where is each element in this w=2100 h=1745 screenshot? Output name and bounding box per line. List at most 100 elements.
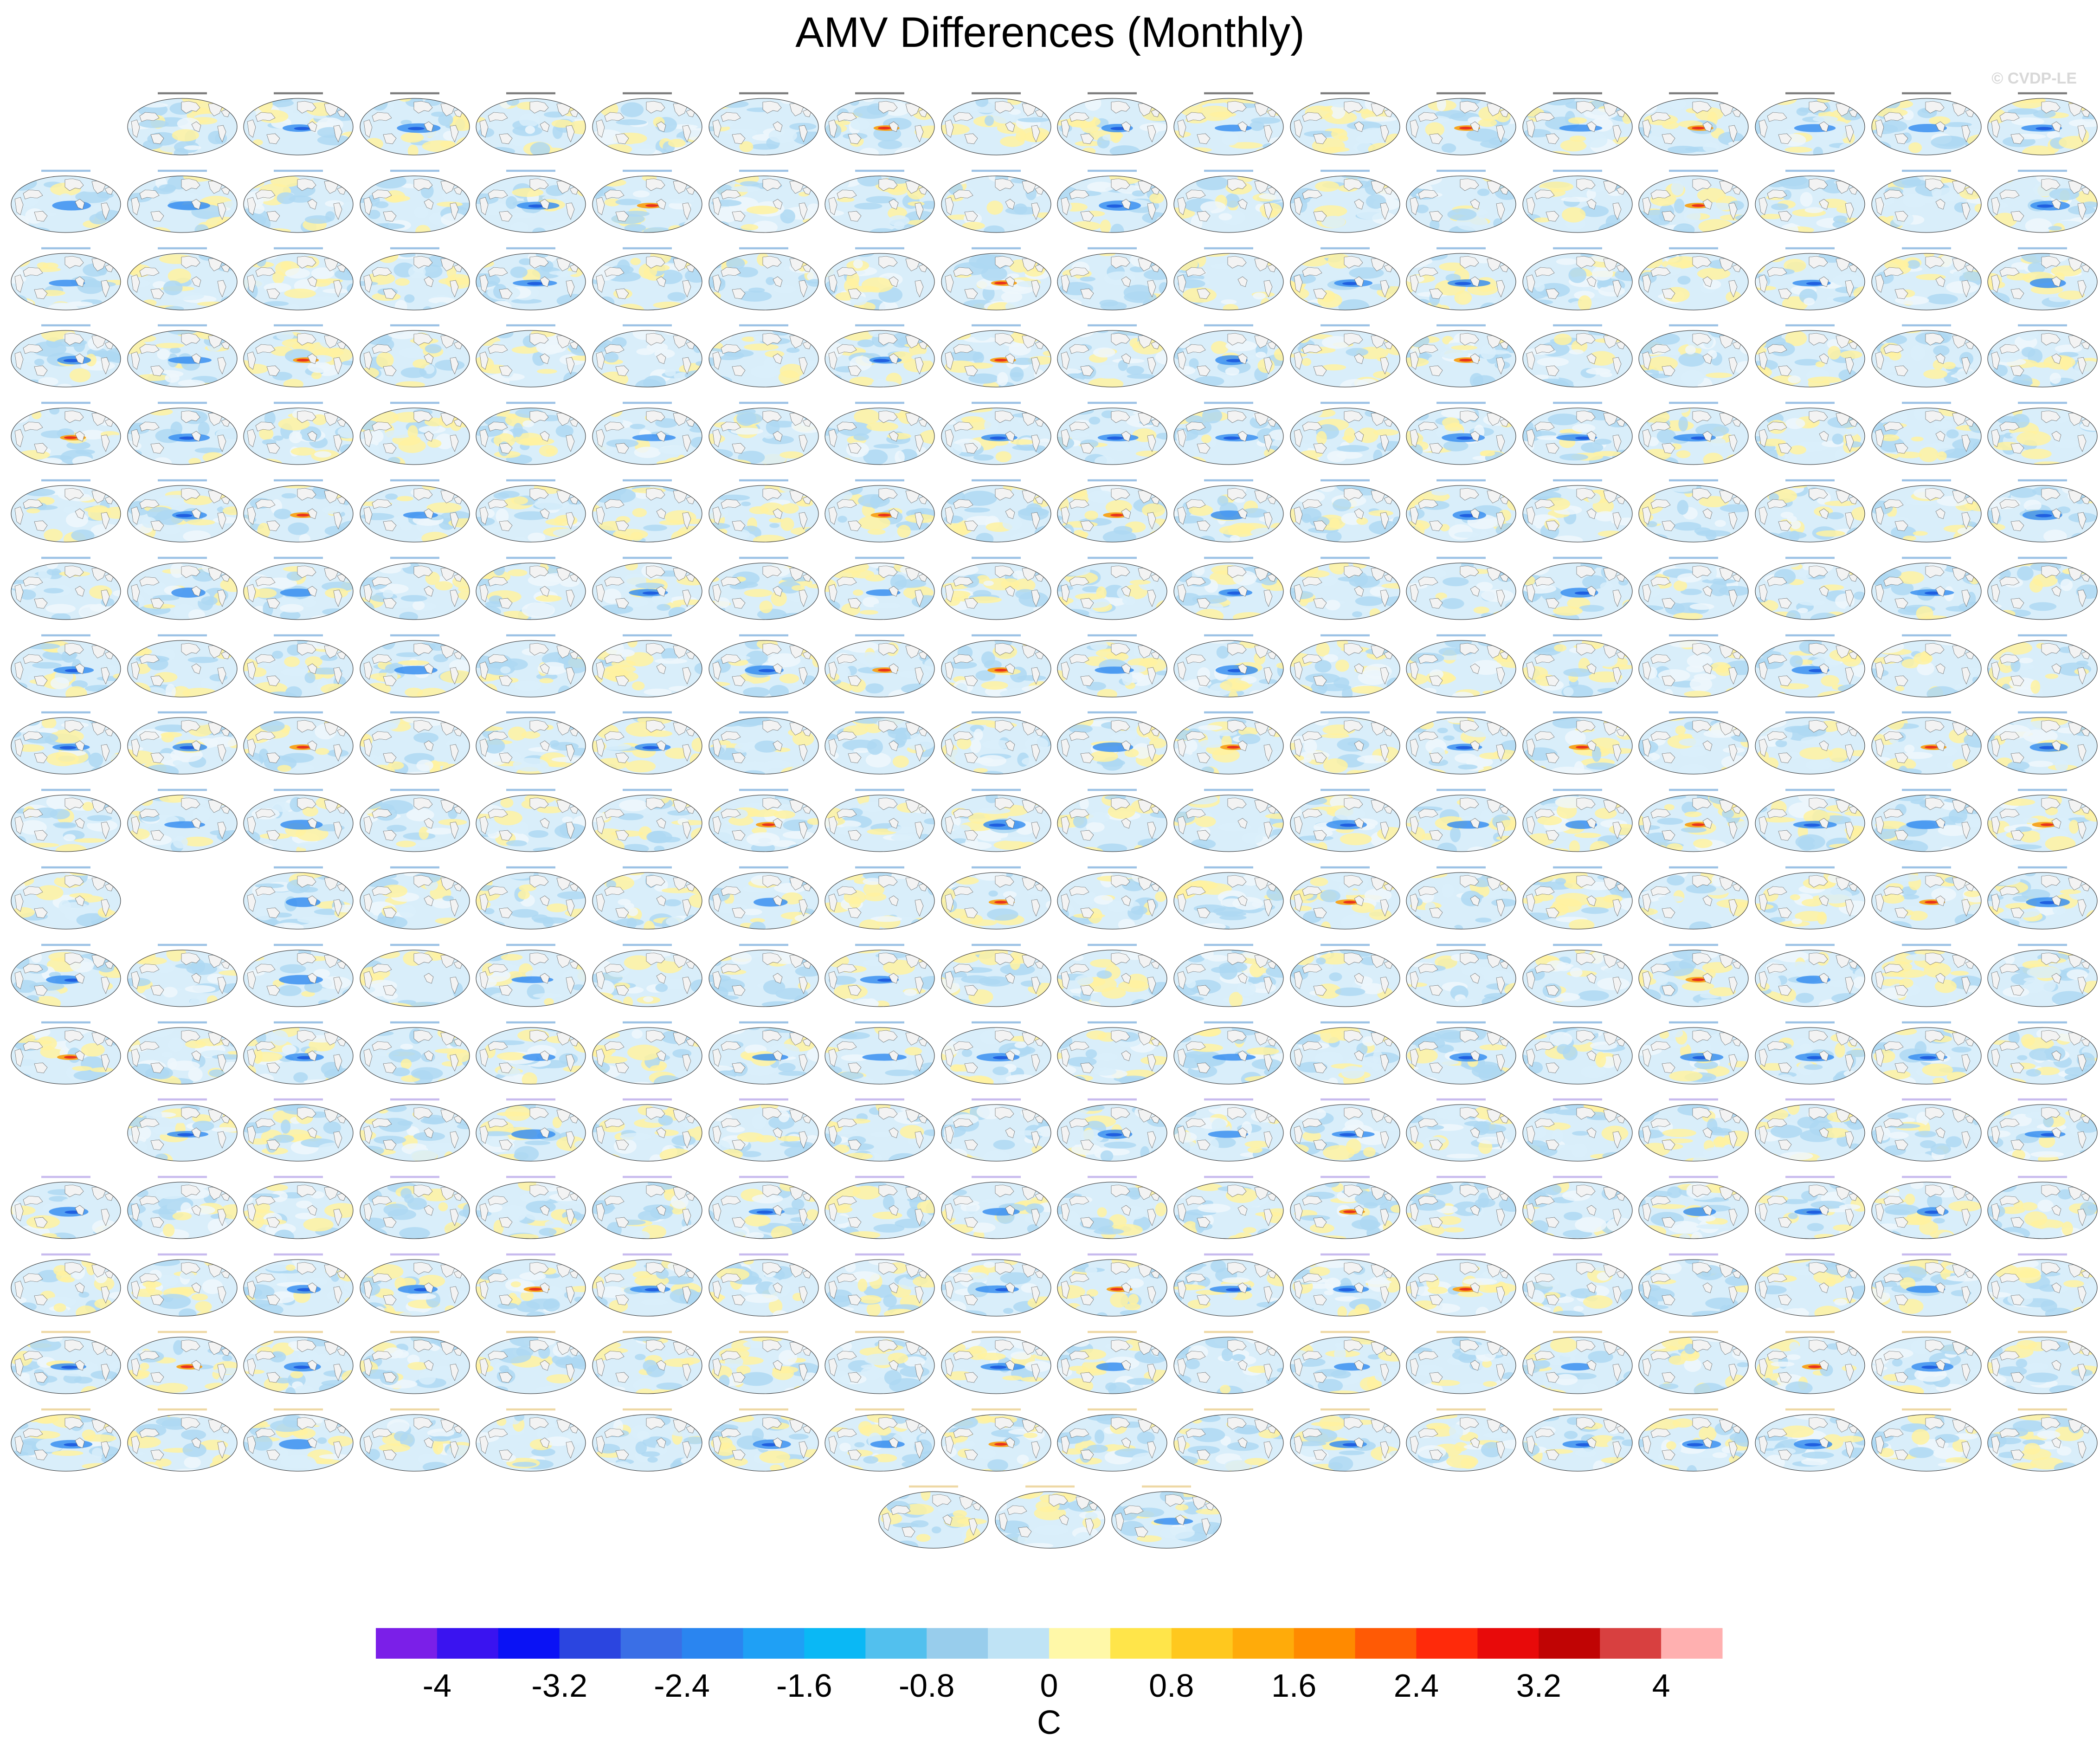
map-panel: [824, 1175, 936, 1240]
map-panel: [126, 788, 238, 853]
map-panel: [824, 323, 936, 388]
world-map-sst-difference: [1871, 640, 1982, 698]
world-map-sst-difference: [1057, 330, 1167, 388]
panel-title-bar: [1987, 711, 2099, 714]
panel-title-bar: [359, 92, 470, 95]
map-panel: [1521, 401, 1633, 465]
map-panel: [1870, 401, 1982, 465]
map-panel: [1521, 633, 1633, 698]
panel-title-bar: [1056, 479, 1168, 482]
world-map-sst-difference: [1638, 1337, 1749, 1394]
colorbar-tick-label: 0: [1040, 1667, 1058, 1704]
world-map-sst-difference: [1987, 872, 2098, 930]
world-map-sst-difference: [1406, 98, 1516, 155]
panel-title-bar: [1405, 711, 1517, 714]
panel-title-bar: [1987, 1099, 2099, 1101]
panel-title-bar: [1289, 1021, 1401, 1023]
map-panel: [1405, 478, 1517, 543]
world-map-sst-difference: [1406, 872, 1516, 930]
map-panel: [708, 1097, 819, 1162]
panel-title-bar: [824, 711, 936, 714]
world-map-sst-difference: [127, 253, 238, 310]
map-panel: [940, 865, 1052, 930]
world-map-sst-difference: [476, 1259, 586, 1317]
panel-title-bar: [1987, 169, 2099, 172]
map-panel: [359, 1407, 470, 1472]
panel-title-bar: [1521, 169, 1633, 172]
panel-title-bar: [243, 634, 354, 636]
panel-title-bar: [1405, 92, 1517, 95]
panel-title-bar: [1173, 944, 1284, 946]
map-panel: [359, 788, 470, 853]
world-map-sst-difference: [243, 795, 354, 852]
panel-title-bar: [1173, 1331, 1284, 1333]
world-map-sst-difference: [1755, 872, 1865, 930]
panel-title-bar: [824, 1408, 936, 1410]
map-panel: [1987, 401, 2099, 465]
world-map-sst-difference: [709, 407, 819, 465]
panel-title-bar: [359, 1021, 470, 1023]
map-panel: [708, 1330, 819, 1395]
world-map-sst-difference: [11, 330, 121, 388]
world-map-sst-difference: [1987, 1182, 2098, 1239]
panel-title-bar: [592, 634, 703, 636]
panel-title-bar: [1405, 1176, 1517, 1178]
map-panel: [1987, 943, 2099, 1008]
map-panel: [1405, 246, 1517, 311]
map-panel: [824, 246, 936, 311]
world-map-sst-difference: [476, 950, 586, 1007]
map-panel: [475, 1407, 587, 1472]
world-map-sst-difference: [592, 872, 702, 930]
world-map-sst-difference: [1173, 1259, 1284, 1317]
map-panel: [592, 1252, 703, 1317]
world-map-sst-difference: [592, 1027, 702, 1085]
panel-title-bar: [475, 866, 587, 869]
map-panel: [1056, 168, 1168, 233]
map-panel: [1638, 478, 1750, 543]
world-map-sst-difference: [11, 407, 121, 465]
world-map-sst-difference: [1173, 872, 1284, 930]
map-panel: [1638, 401, 1750, 465]
panel-title-bar: [708, 944, 819, 946]
world-map-sst-difference: [127, 1259, 238, 1317]
map-panel: [126, 91, 238, 156]
map-panel: [940, 323, 1052, 388]
panel-title-bar: [1056, 866, 1168, 869]
world-map-sst-difference: [1522, 1104, 1633, 1162]
panel-title-bar: [475, 401, 587, 404]
map-panel: [10, 401, 122, 465]
panel-title-bar: [1987, 1253, 2099, 1256]
map-panel: [1289, 478, 1401, 543]
world-map-sst-difference: [1290, 485, 1400, 543]
world-map-sst-difference: [1406, 407, 1516, 465]
world-map-sst-difference: [1638, 485, 1749, 543]
world-map-sst-difference: [1638, 407, 1749, 465]
map-panel: [1638, 633, 1750, 698]
panel-title-bar: [1289, 92, 1401, 95]
panel-title-bar: [475, 788, 587, 791]
colorbar-unit-label: C: [1037, 1704, 1061, 1741]
world-map-sst-difference: [127, 175, 238, 233]
world-map-sst-difference: [1871, 1027, 1982, 1085]
panel-title-bar: [1173, 866, 1284, 869]
world-map-sst-difference: [243, 562, 354, 620]
map-panel: [1870, 556, 1982, 620]
map-panel: [708, 91, 819, 156]
panel-title-bar: [1870, 324, 1982, 327]
map-panel: [592, 246, 703, 311]
world-map-sst-difference: [243, 330, 354, 388]
panel-title-bar: [708, 1331, 819, 1333]
world-map-sst-difference: [1987, 1337, 2098, 1394]
map-panel: [1987, 1020, 2099, 1085]
world-map-sst-difference: [709, 1337, 819, 1394]
credit-watermark: © CVDP-LE: [1991, 70, 2077, 87]
world-map-sst-difference: [476, 872, 586, 930]
world-map-sst-difference: [941, 1337, 1051, 1394]
panel-title-bar: [708, 1099, 819, 1101]
world-map-sst-difference: [1290, 1182, 1400, 1239]
panel-title-bar: [243, 866, 354, 869]
panel-title-bar: [1289, 1331, 1401, 1333]
map-panel: [126, 633, 238, 698]
world-map-sst-difference: [592, 175, 702, 233]
panel-title-bar: [1638, 324, 1750, 327]
